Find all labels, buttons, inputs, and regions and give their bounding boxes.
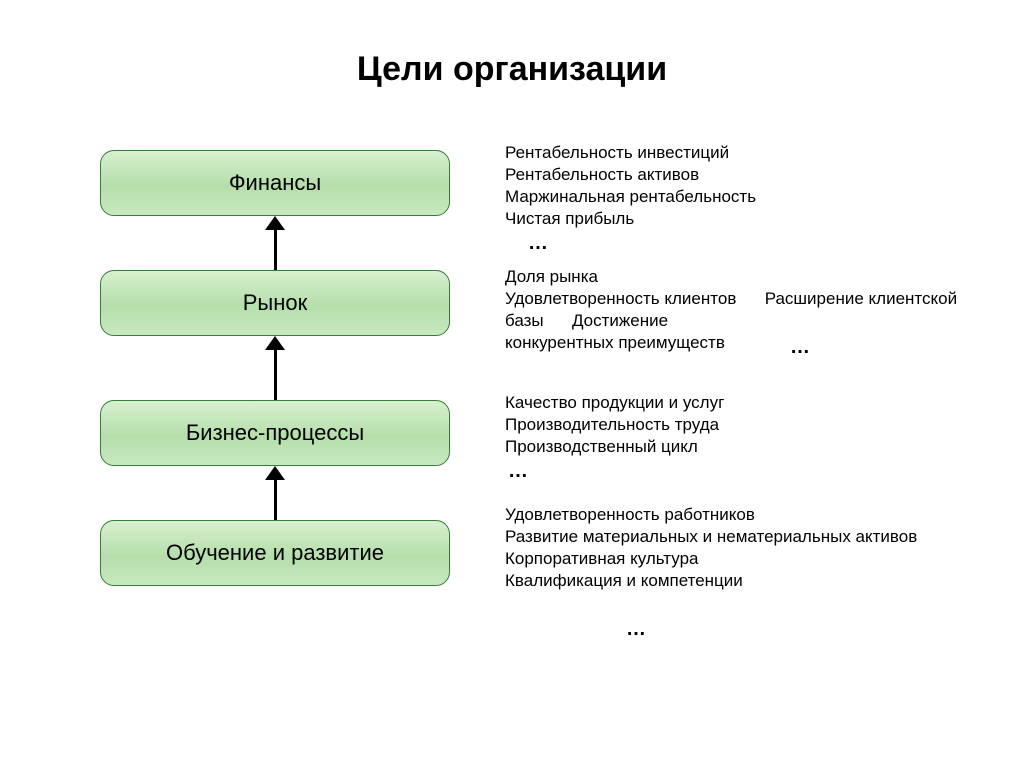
page-title: Цели организации (0, 50, 1024, 89)
goal-box-learning: Обучение и развитие (100, 520, 450, 586)
ellipsis-2: … (508, 460, 530, 483)
goal-desc-2: Качество продукции и услуг Производитель… (505, 392, 975, 458)
goal-box-market: Рынок (100, 270, 450, 336)
goal-desc-0: Рентабельность инвестиций Рентабельность… (505, 142, 975, 230)
goal-box-label: Обучение и развитие (166, 540, 384, 566)
goal-box-label: Бизнес-процессы (186, 420, 364, 446)
goal-box-process: Бизнес-процессы (100, 400, 450, 466)
goal-box-label: Рынок (243, 290, 308, 316)
goal-desc-1: Доля рынка Удовлетворенность клиентов Ра… (505, 266, 975, 354)
goal-desc-3: Удовлетворенность работников Развитие ма… (505, 504, 975, 592)
goal-box-finance: Финансы (100, 150, 450, 216)
ellipsis-0: … (528, 232, 550, 255)
goal-box-label: Финансы (229, 170, 321, 196)
ellipsis-1: … (790, 336, 812, 359)
ellipsis-3: … (626, 618, 648, 641)
